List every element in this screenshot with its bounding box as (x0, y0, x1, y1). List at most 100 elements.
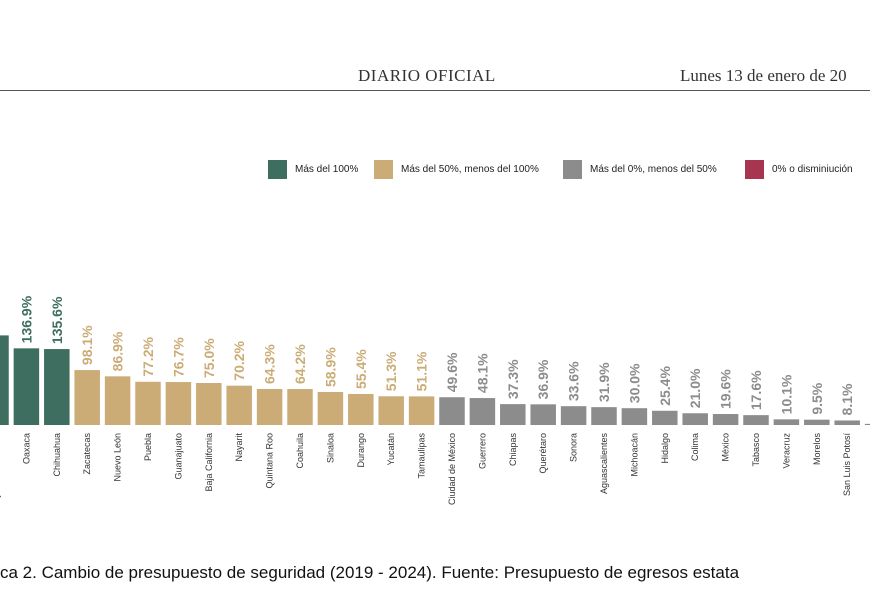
bar (0, 335, 9, 425)
data-label: 70.2% (231, 340, 247, 380)
category-label: Guanajuato (173, 433, 183, 480)
legend-swatch (374, 160, 393, 179)
category-label: Colima (690, 433, 700, 461)
bar (834, 420, 860, 425)
bar (256, 388, 283, 425)
bar (439, 397, 465, 425)
bar (804, 419, 830, 425)
legend-swatch (268, 160, 287, 179)
data-label: 64.2% (292, 344, 308, 384)
legend-swatch (745, 160, 764, 179)
category-label: Nayarit (234, 433, 244, 462)
bar (135, 381, 161, 425)
category-label: Sonora (569, 433, 579, 462)
category-label: Hidalgo (660, 433, 670, 464)
data-label: 30.0% (626, 363, 642, 403)
data-label: 21.0% (687, 368, 703, 408)
bar (196, 383, 222, 425)
category-label: Morelos (812, 433, 822, 466)
category-label: Chihuahua (52, 433, 62, 477)
data-label: 17.6% (748, 370, 764, 410)
category-label: Durango (356, 433, 366, 468)
figure-caption: ca 2. Cambio de presupuesto de seguridad… (0, 563, 740, 582)
bar (317, 392, 344, 425)
data-label: 8.1% (839, 383, 855, 415)
data-label: 31.9% (596, 362, 612, 402)
bar (743, 415, 769, 425)
bar (530, 404, 556, 425)
data-label: 10.1% (778, 374, 794, 414)
bar (591, 407, 617, 425)
data-label: 136.9% (18, 295, 34, 343)
bar (165, 382, 192, 425)
legend-label: Más del 50%, menos del 100% (401, 164, 539, 175)
category-label: Ciudad de México (447, 433, 457, 505)
bar (74, 370, 100, 425)
bar (104, 376, 131, 425)
legend-label: Más del 0%, menos del 50% (590, 164, 717, 175)
legend-item-0-50: Más del 0%, menos del 50% (563, 160, 717, 179)
category-label: Yucatán (386, 433, 396, 466)
page-header: DIARIO OFICIAL Lunes 13 de enero de 20 (0, 62, 870, 90)
bar (864, 423, 870, 425)
bar (13, 348, 40, 425)
legend-item-50-100: Más del 50%, menos del 100% (374, 160, 539, 179)
category-label: Zacatecas (82, 433, 92, 475)
data-label: 19.6% (718, 369, 734, 409)
data-label: 49.6% (444, 352, 460, 392)
data-label: 48.1% (474, 353, 490, 393)
bar (560, 406, 587, 425)
data-label: 75.0% (201, 338, 217, 378)
category-label: Tamaulipas (417, 433, 427, 479)
bar (469, 398, 496, 425)
data-label: 98.1% (79, 325, 95, 365)
header-publication-title: DIARIO OFICIAL (358, 66, 496, 85)
data-label: 51.1% (414, 351, 430, 391)
data-label: 135.6% (49, 296, 65, 344)
legend-item-decrease: 0% o disminiución (745, 160, 853, 179)
category-label: Guerrero (477, 433, 487, 469)
data-label: 36.9% (535, 359, 551, 399)
data-label: 25.4% (657, 366, 673, 406)
data-label: 58.9% (322, 347, 338, 387)
category-label: Puebla (143, 433, 153, 461)
data-label: 51.3% (383, 351, 399, 391)
data-label: 33.6% (566, 361, 582, 401)
bar (773, 419, 800, 425)
category-label: Michoacán (629, 433, 639, 477)
bar (44, 349, 70, 425)
bar (500, 404, 526, 425)
bar (287, 389, 313, 425)
bar (226, 385, 252, 425)
bar (408, 396, 435, 425)
category-label: Querétaro (538, 433, 548, 474)
category-label: Tabasco (751, 433, 761, 467)
header-date: Lunes 13 de enero de 20 (680, 66, 847, 85)
category-label: San Luis Potosí (842, 433, 852, 497)
category-label: Baja California (204, 433, 214, 492)
bar (652, 410, 678, 425)
legend-label: 0% o disminiución (772, 164, 853, 175)
header-rule (0, 90, 870, 91)
category-label: Chiapas (508, 433, 518, 467)
category-label: Coahuila (295, 433, 305, 469)
data-label: 55.4% (353, 349, 369, 389)
data-label: 86.9% (110, 331, 126, 371)
legend-item-more-100: Más del 100% (268, 160, 358, 179)
chart-legend: Más del 100% Más del 50%, menos del 100%… (0, 160, 870, 182)
category-label: Veracruz (781, 433, 791, 469)
bar (682, 413, 708, 425)
category-label: Sinaloa (325, 433, 335, 463)
category-label: México (721, 433, 731, 462)
data-label: 64.3% (262, 344, 278, 384)
category-label: Baja California Sur (0, 433, 1, 508)
data-label: 76.7% (170, 337, 186, 377)
category-label: Aguascalientes (599, 433, 609, 495)
bar (378, 396, 404, 425)
category-label: Oaxaca (21, 433, 31, 464)
bar (348, 393, 374, 425)
bar (712, 414, 739, 425)
data-label: 77.2% (140, 337, 156, 377)
legend-label: Más del 100% (295, 164, 359, 175)
